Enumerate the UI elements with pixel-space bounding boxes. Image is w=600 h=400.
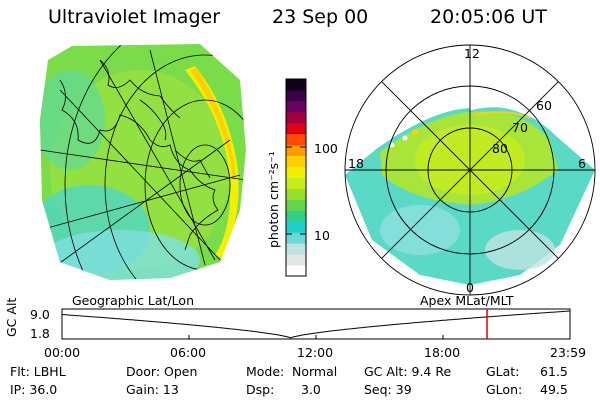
gc-alt-status: GC Alt: 9.4 Re xyxy=(364,364,452,379)
colorbar-segment xyxy=(286,199,306,211)
colorbar-segment xyxy=(286,210,306,222)
altitude-ytick-min: 1.8 xyxy=(30,326,50,341)
colorbar-segment xyxy=(286,188,306,200)
colorbar-segment xyxy=(286,155,306,168)
colorbar-segment xyxy=(286,79,306,91)
dsp-value: 3.0 xyxy=(301,382,321,397)
colorbar-segment xyxy=(286,122,306,135)
mlt-label-12: 12 xyxy=(464,46,480,61)
date-label: 23 Sep 00 xyxy=(272,6,369,28)
gain-status: Gain: 13 xyxy=(126,382,179,397)
colorbar-segment xyxy=(286,166,306,178)
colorbar-tick-100: 100 xyxy=(314,141,338,156)
altitude-xtick-2359: 23:59 xyxy=(550,345,587,360)
altitude-ytick-max: 9.0 xyxy=(30,307,50,322)
door-status: Door: Open xyxy=(126,364,198,379)
colorbar-segment xyxy=(286,243,306,255)
colorbar-segment xyxy=(286,221,306,233)
colorbar-segment xyxy=(286,89,306,102)
filter-status: Flt: LBHL xyxy=(10,364,66,379)
ip-status: IP: 36.0 xyxy=(10,382,58,397)
altitude-curve xyxy=(61,310,571,339)
colorbar-segment xyxy=(286,100,306,113)
mlat-label-80: 80 xyxy=(492,141,508,156)
glon-label: GLon: xyxy=(486,382,523,397)
colorbar-segment xyxy=(286,232,306,244)
mode-label: Mode: xyxy=(246,364,285,379)
seq-status: Seq: 39 xyxy=(364,382,412,397)
mlt-label-6: 6 xyxy=(578,156,586,171)
time-label: 20:05:06 UT xyxy=(430,6,547,28)
right-panel-caption: Apex MLat/MLT xyxy=(420,293,514,308)
altitude-xtick-0600: 06:00 xyxy=(170,345,207,360)
dsp-label: Dsp: xyxy=(246,382,275,397)
altitude-xtick-1800: 18:00 xyxy=(424,345,461,360)
mode-value: Normal xyxy=(292,364,338,379)
colorbar-segment xyxy=(286,111,306,124)
colorbar-segment xyxy=(286,254,306,266)
altitude-xtick-1200: 12:00 xyxy=(297,345,334,360)
mlt-label-0: 0 xyxy=(466,280,474,295)
colorbar-segment xyxy=(286,265,306,277)
altitude-xtick-0000: 00:00 xyxy=(44,345,81,360)
app-title: Ultraviolet Imager xyxy=(48,6,221,28)
glon-value: 49.5 xyxy=(540,382,568,397)
glat-label: GLat: xyxy=(486,364,520,379)
glat-value: 61.5 xyxy=(540,364,568,379)
mlat-label-70: 70 xyxy=(512,120,528,135)
left-panel-caption: Geographic Lat/Lon xyxy=(72,293,194,308)
mlat-label-60: 60 xyxy=(536,98,552,113)
colorbar-tick-10: 10 xyxy=(314,228,330,243)
mlt-label-18: 18 xyxy=(348,156,364,171)
colorbar-segment xyxy=(286,177,306,189)
altitude-axis-label: GC Alt xyxy=(4,297,19,337)
colorbar-segment xyxy=(286,133,306,146)
colorbar-segment xyxy=(286,144,306,157)
